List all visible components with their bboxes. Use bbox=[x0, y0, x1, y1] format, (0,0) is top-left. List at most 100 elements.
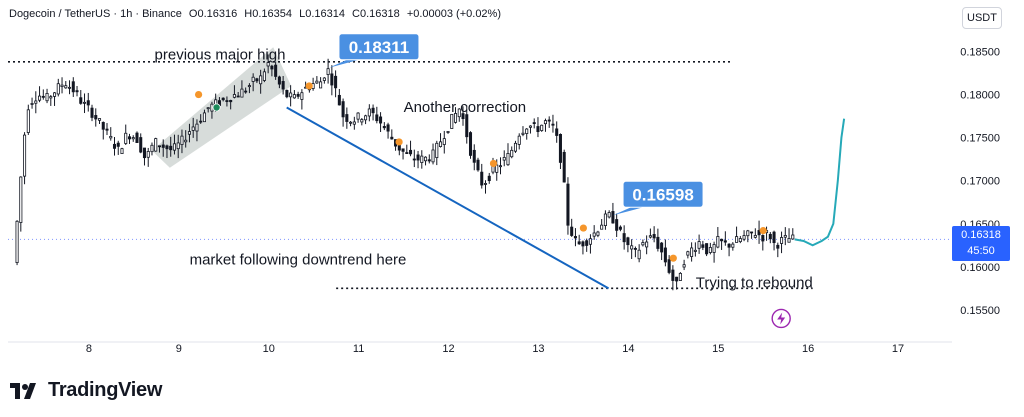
candle-body bbox=[697, 241, 701, 249]
brand-logo[interactable]: TradingView bbox=[10, 379, 162, 402]
candle-body bbox=[296, 93, 300, 97]
candle-body bbox=[633, 248, 637, 250]
candle-body bbox=[510, 149, 514, 158]
candle-body bbox=[195, 123, 199, 132]
x-tick-label: 17 bbox=[892, 343, 904, 355]
candle-body bbox=[94, 115, 98, 120]
candle-body bbox=[266, 62, 270, 67]
candle-body bbox=[352, 121, 356, 125]
x-tick-label: 9 bbox=[176, 343, 182, 355]
candle-body bbox=[461, 113, 465, 120]
candle-body bbox=[277, 76, 281, 85]
candle-body bbox=[262, 71, 266, 81]
candle-body bbox=[38, 95, 42, 101]
candle-body bbox=[49, 96, 53, 99]
candle-body bbox=[506, 153, 510, 166]
x-tick-label: 13 bbox=[532, 343, 544, 355]
candle-body bbox=[555, 128, 559, 136]
candle-body bbox=[742, 235, 746, 240]
candle-body bbox=[105, 128, 109, 131]
candle-body bbox=[791, 234, 795, 240]
candle-body bbox=[517, 135, 521, 145]
symbol-header: Dogecoin / TetherUS · 1h · Binance O0.16… bbox=[9, 8, 505, 20]
candle-body bbox=[656, 236, 660, 249]
candle-body bbox=[270, 65, 274, 70]
candle-body bbox=[543, 120, 547, 125]
candle-body bbox=[705, 243, 709, 255]
tradingview-logo-icon bbox=[10, 382, 36, 399]
candle-body bbox=[64, 85, 68, 89]
downtrend-line[interactable] bbox=[286, 106, 610, 290]
candle-body bbox=[615, 219, 619, 231]
candle-body bbox=[772, 231, 776, 244]
candle-body bbox=[487, 175, 491, 182]
candle-body bbox=[221, 97, 225, 101]
open-value: O0.16316 bbox=[188, 8, 238, 20]
candle-body bbox=[82, 101, 87, 104]
candle-body bbox=[285, 90, 289, 98]
candle-body bbox=[712, 244, 716, 253]
candle-body bbox=[405, 152, 409, 154]
candle-body bbox=[240, 88, 244, 98]
candle-body bbox=[225, 100, 229, 102]
candle-body bbox=[746, 230, 750, 237]
price-chart[interactable]: 8 9 10 11 12 13 14 15 16 17 0.18500 0.18000 0.17500 0… bbox=[0, 0, 1024, 360]
candle-body bbox=[236, 95, 240, 98]
candle-body bbox=[367, 108, 371, 117]
candle-body bbox=[379, 116, 383, 124]
candle-body bbox=[154, 138, 158, 152]
candle-body bbox=[532, 122, 536, 124]
price-callout-text: 0.16598 bbox=[632, 185, 693, 204]
currency-unit-button[interactable]: USDT bbox=[962, 7, 1002, 29]
x-tick-label: 8 bbox=[86, 343, 92, 355]
candle-body bbox=[375, 114, 379, 122]
candle-body bbox=[409, 149, 413, 155]
candle-body bbox=[675, 276, 679, 282]
candle-body bbox=[528, 125, 532, 128]
candle-body bbox=[176, 142, 180, 150]
candle-body bbox=[337, 94, 341, 106]
candle-body bbox=[476, 159, 480, 171]
candle-body bbox=[431, 149, 435, 163]
candle-body bbox=[97, 118, 102, 121]
candle-body bbox=[26, 109, 30, 133]
candle-body bbox=[23, 134, 27, 177]
candle-body bbox=[588, 238, 592, 245]
candle-body bbox=[330, 73, 334, 86]
price-callout-box[interactable] bbox=[338, 33, 420, 61]
candle-body bbox=[570, 226, 574, 236]
candle-body bbox=[540, 124, 544, 131]
candle-body bbox=[663, 247, 667, 263]
price-callout-box[interactable] bbox=[622, 180, 704, 208]
candle-body bbox=[787, 238, 791, 243]
candle-body bbox=[101, 121, 105, 130]
candle-body bbox=[206, 107, 210, 110]
candle-body bbox=[435, 142, 439, 159]
y-tick-label: 0.15500 bbox=[960, 305, 1000, 317]
candle-body bbox=[731, 243, 735, 248]
candle-body bbox=[412, 158, 416, 161]
change-value: +0.00003 (+0.02%) bbox=[406, 8, 501, 20]
projection-path[interactable] bbox=[794, 118, 846, 247]
x-tick-label: 15 bbox=[712, 343, 724, 355]
candle-body bbox=[259, 75, 263, 85]
candle-body bbox=[547, 119, 551, 122]
chart-annotation: Another correction bbox=[404, 99, 527, 116]
candle-body bbox=[202, 112, 206, 123]
callout-pointer bbox=[613, 207, 644, 216]
candle-body bbox=[247, 85, 251, 88]
candle-body bbox=[371, 107, 375, 114]
candle-body bbox=[768, 233, 772, 240]
candle-body bbox=[525, 128, 529, 134]
candle-body bbox=[472, 149, 476, 163]
candle-body bbox=[71, 81, 75, 93]
candle-body bbox=[611, 211, 615, 224]
candle-body bbox=[386, 124, 390, 132]
candle-body bbox=[723, 240, 727, 243]
high-value: H0.16354 bbox=[244, 8, 293, 20]
candle-body bbox=[581, 241, 585, 247]
candle-body bbox=[401, 148, 405, 152]
x-tick-label: 10 bbox=[263, 343, 275, 355]
candle-body bbox=[577, 241, 581, 245]
chart-area[interactable]: 8 9 10 11 12 13 14 15 16 17 0.18500 0.18000 0.17500 0… bbox=[0, 0, 1024, 360]
